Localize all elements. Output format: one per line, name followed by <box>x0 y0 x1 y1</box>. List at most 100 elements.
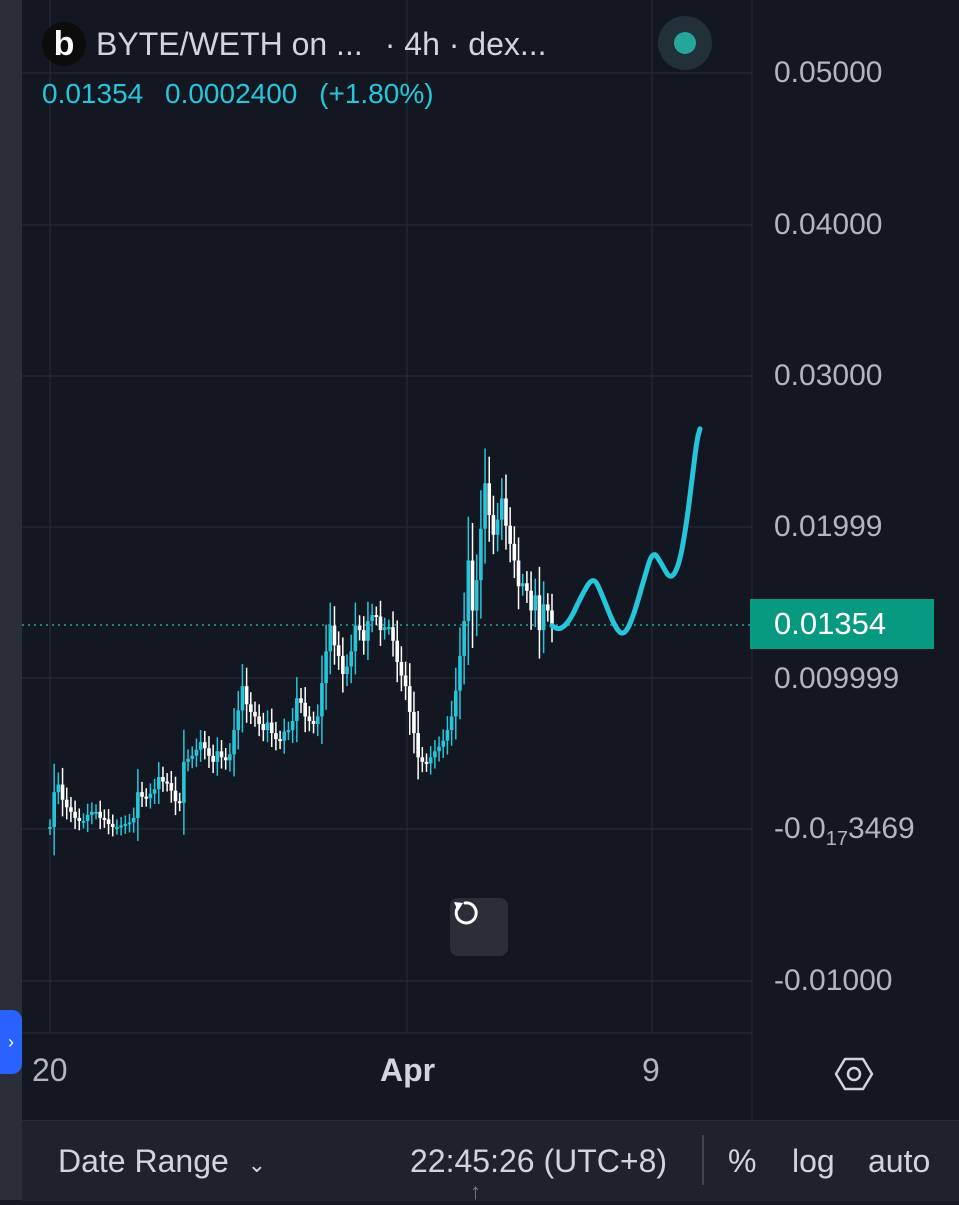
candle-body <box>504 498 508 526</box>
candle-body <box>449 716 454 731</box>
timeframe-exchange[interactable]: · 4h · dex... <box>384 25 547 62</box>
candle-body <box>228 754 232 761</box>
candle-body <box>407 686 412 712</box>
candle-body <box>403 675 408 687</box>
candle-body <box>102 817 107 820</box>
candle-body <box>445 730 450 741</box>
candle-body <box>152 789 157 794</box>
candle-body <box>495 519 500 535</box>
candle-body <box>361 630 366 641</box>
candle-body <box>315 716 320 725</box>
green-dot-icon <box>674 32 696 54</box>
candle-body <box>357 625 362 631</box>
candle-body <box>186 758 190 762</box>
candle-body <box>424 761 429 764</box>
candle-body <box>374 615 379 618</box>
candle-body <box>236 710 241 731</box>
candle-body <box>148 793 153 799</box>
candles-group <box>48 448 554 856</box>
time-axis-label: 20 <box>32 1052 68 1088</box>
left-toolbar-strip <box>0 0 22 1200</box>
auto-scale-button[interactable]: auto <box>868 1143 931 1179</box>
candle-body <box>223 757 228 761</box>
candle-body <box>106 819 111 824</box>
symbol-title[interactable]: BYTE/WETH on ... <box>96 25 363 62</box>
candle-body <box>391 627 395 641</box>
price-tick: 0.03000 <box>774 359 883 392</box>
candle-body <box>182 761 186 803</box>
candle-body <box>466 560 471 622</box>
candle-body <box>537 595 542 631</box>
candle-body <box>491 515 496 535</box>
candle-body <box>341 655 345 675</box>
token-logo: b <box>42 22 86 66</box>
candle-body <box>274 733 278 740</box>
brush-drawing[interactable] <box>549 426 703 636</box>
candle-body <box>282 731 287 741</box>
ohlc-legend: 0.01354 0.0002400 (+1.80%) <box>42 78 448 110</box>
candle-body <box>520 583 525 587</box>
candle-body <box>119 825 123 828</box>
candle-body <box>249 704 253 712</box>
candle-body <box>311 720 316 725</box>
candle-body <box>533 595 538 611</box>
reset-chart-button[interactable] <box>450 898 508 956</box>
candle-body <box>73 811 77 818</box>
candle-body <box>303 702 307 717</box>
candle-body <box>136 792 140 818</box>
legend-change: 0.0002400 <box>165 78 298 109</box>
candle-body <box>378 616 383 631</box>
log-scale-button[interactable]: log <box>792 1143 835 1179</box>
candle-body <box>295 698 299 721</box>
candle-body <box>173 790 178 802</box>
price-tick-compressed: -0.0173469 <box>774 812 915 850</box>
candle-body <box>290 720 295 731</box>
candle-body <box>416 733 420 758</box>
candle-body <box>215 751 220 762</box>
candle-body <box>52 792 56 827</box>
candle-body <box>115 826 119 829</box>
candle-body <box>60 784 65 800</box>
date-range-button[interactable]: Date Range ⌄ <box>58 1143 266 1180</box>
candle-body <box>286 730 291 733</box>
candle-body <box>48 826 52 829</box>
candle-body <box>211 755 215 762</box>
candle-body <box>462 621 466 656</box>
candle-body <box>420 757 425 762</box>
price-tick: 0.01999 <box>774 510 883 543</box>
legend-change-pct: (+1.80%) <box>319 78 434 109</box>
date-range-label: Date Range <box>58 1143 229 1179</box>
chart-pane[interactable]: b BYTE/WETH on ... · 4h · dex... 0.01354… <box>22 0 959 1120</box>
chart-canvas[interactable] <box>22 0 959 1120</box>
candle-body <box>399 661 404 676</box>
price-tick: 0.05000 <box>774 56 883 89</box>
candle-body <box>320 683 324 717</box>
candle-body <box>546 604 550 611</box>
candle-body <box>349 651 353 667</box>
candle-body <box>353 625 358 652</box>
candle-body <box>428 757 433 764</box>
candle-body <box>541 604 546 631</box>
market-status-button[interactable] <box>658 16 712 70</box>
toolbar-divider <box>702 1135 704 1185</box>
candle-body <box>458 655 462 691</box>
timezone-clock[interactable]: 22:45:26 (UTC+8) <box>410 1143 668 1179</box>
candle-body <box>77 817 82 821</box>
candle-body <box>529 590 533 611</box>
candle-body <box>483 483 487 529</box>
candle-body <box>474 580 479 611</box>
candle-body <box>550 610 554 626</box>
candle-body <box>240 686 245 711</box>
candle-body <box>278 739 282 742</box>
candle-body <box>257 716 261 725</box>
candle-body <box>299 698 303 703</box>
percent-scale-button[interactable]: % <box>728 1143 757 1179</box>
candle-body <box>508 525 512 544</box>
candle-body <box>56 784 61 793</box>
expand-sidebar-button[interactable]: › <box>0 1010 22 1074</box>
candle-body <box>144 796 149 799</box>
candle-body <box>487 483 492 516</box>
candle-body <box>512 543 517 561</box>
reset-chart-icon <box>454 901 478 925</box>
last-price-label: 0.01354 <box>750 599 934 649</box>
